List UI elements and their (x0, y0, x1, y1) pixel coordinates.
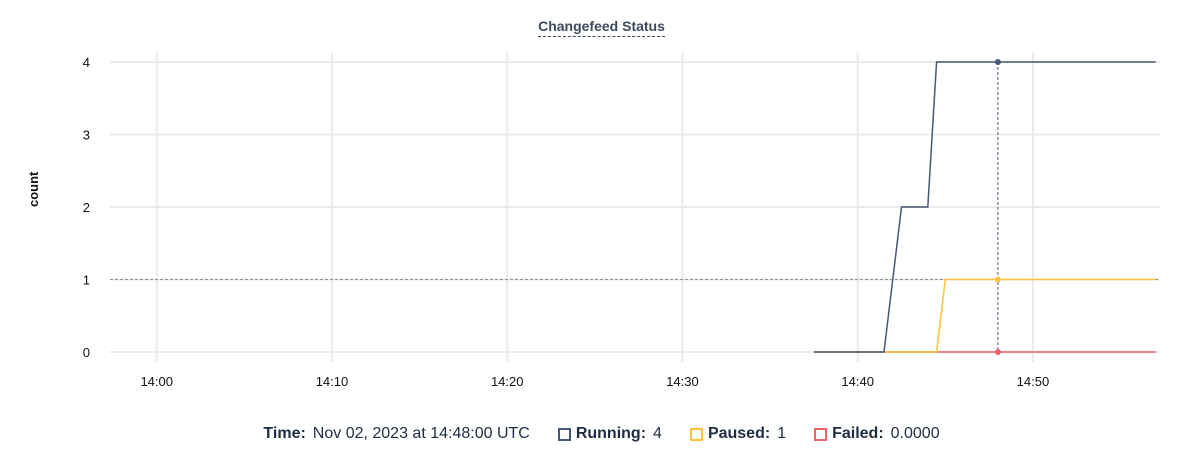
legend: Time: Nov 02, 2023 at 14:48:00 UTC Runni… (0, 425, 1203, 443)
hover-point-running (994, 59, 1001, 65)
x-tick-label: 14:40 (841, 374, 874, 389)
x-tick-label: 14:20 (491, 374, 524, 389)
legend-running[interactable]: Running: 4 (557, 425, 662, 443)
x-tick-label: 14:10 (316, 374, 349, 389)
y-tick-label: 4 (83, 55, 90, 70)
running-swatch-icon (557, 427, 571, 441)
y-tick-label: 3 (83, 128, 90, 143)
paused-swatch-icon (689, 427, 703, 441)
legend-time: Time: Nov 02, 2023 at 14:48:00 UTC (263, 425, 530, 442)
failed-swatch-icon (814, 427, 828, 441)
x-tick-label: 14:50 (1017, 374, 1050, 389)
hover-point-failed (994, 349, 1001, 355)
x-tick-label: 14:30 (666, 374, 699, 389)
chart-title[interactable]: Changefeed Status (0, 18, 1203, 37)
legend-paused[interactable]: Paused: 1 (689, 425, 786, 443)
x-tick-label: 14:00 (140, 374, 173, 389)
series-line-running (813, 61, 1156, 353)
y-tick-label: 1 (83, 273, 90, 288)
legend-failed[interactable]: Failed: 0.0000 (814, 425, 940, 443)
y-tick-label: 2 (83, 200, 90, 215)
series-line-paused (813, 278, 1156, 353)
hover-point-paused (994, 276, 1001, 283)
y-tick-label: 0 (83, 345, 90, 360)
